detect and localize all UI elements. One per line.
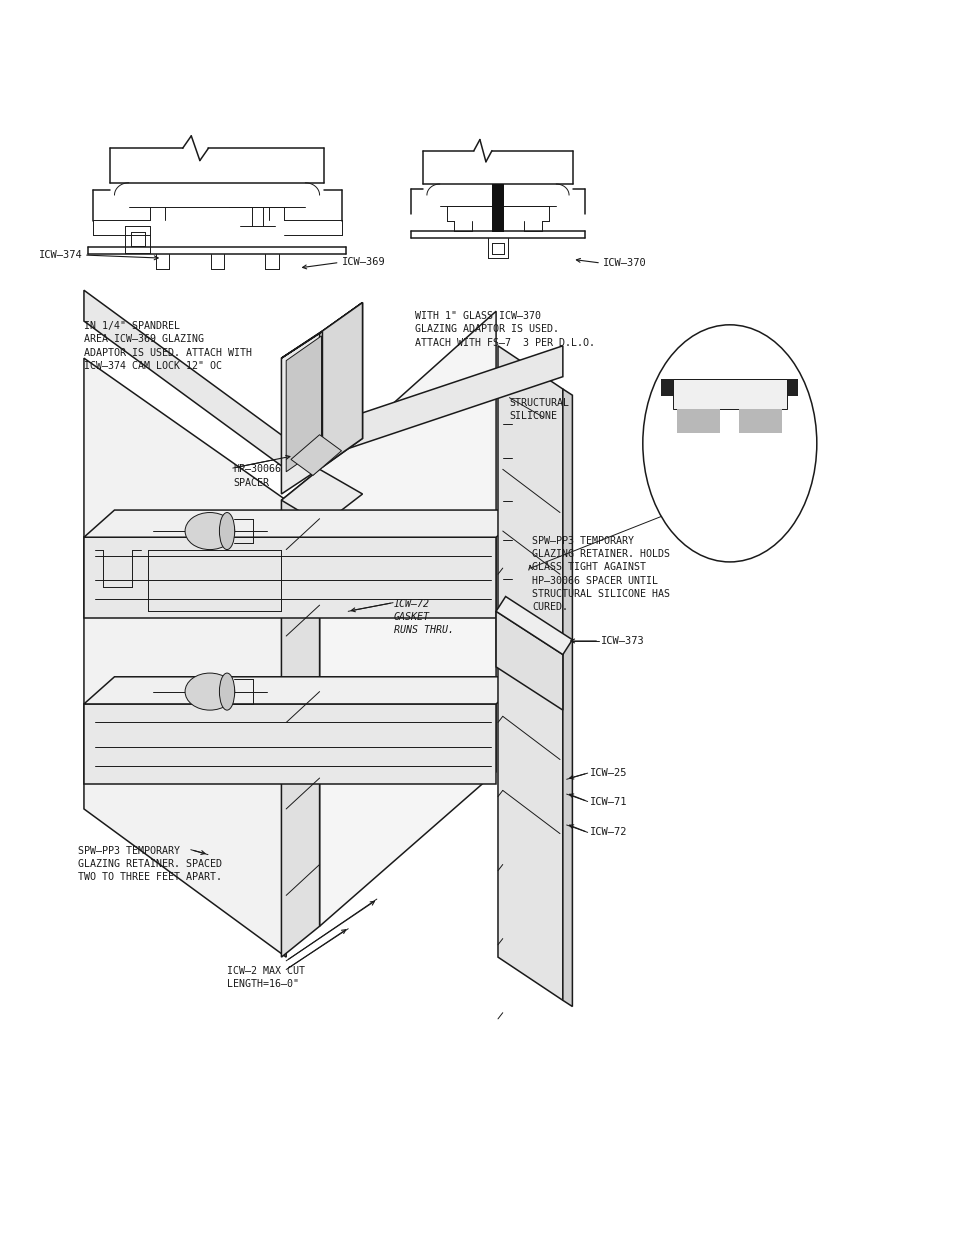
Polygon shape xyxy=(319,303,362,469)
Text: ICW–72
GASKET
RUNS THRU.: ICW–72 GASKET RUNS THRU. xyxy=(394,599,454,635)
Text: ICW–369: ICW–369 xyxy=(341,257,385,268)
Ellipse shape xyxy=(185,673,234,710)
Polygon shape xyxy=(84,704,496,784)
Polygon shape xyxy=(319,311,496,926)
Polygon shape xyxy=(739,409,781,433)
Ellipse shape xyxy=(219,673,234,710)
Text: ICW–370: ICW–370 xyxy=(602,258,646,268)
Bar xyxy=(492,184,504,226)
Ellipse shape xyxy=(185,513,234,550)
Polygon shape xyxy=(677,409,720,433)
Polygon shape xyxy=(497,346,562,1000)
Polygon shape xyxy=(84,358,286,957)
Polygon shape xyxy=(84,290,562,469)
Polygon shape xyxy=(562,389,572,1007)
Polygon shape xyxy=(84,537,496,618)
Text: ICW–2 MAX CUT
LENGTH=16–0": ICW–2 MAX CUT LENGTH=16–0" xyxy=(227,966,305,989)
Polygon shape xyxy=(496,597,572,655)
Polygon shape xyxy=(84,677,529,704)
Polygon shape xyxy=(84,510,529,537)
Text: ICW–25: ICW–25 xyxy=(589,768,626,778)
Text: HP–30066
SPACER: HP–30066 SPACER xyxy=(233,464,281,488)
Polygon shape xyxy=(322,303,362,467)
Text: ICW–373: ICW–373 xyxy=(600,636,644,646)
Polygon shape xyxy=(281,469,319,957)
Ellipse shape xyxy=(219,513,234,550)
Text: ICW–374: ICW–374 xyxy=(39,249,83,261)
Ellipse shape xyxy=(642,325,816,562)
Bar xyxy=(660,379,798,396)
Polygon shape xyxy=(496,611,562,710)
Polygon shape xyxy=(281,331,322,494)
Text: STRUCTURAL
SILICONE: STRUCTURAL SILICONE xyxy=(509,398,569,421)
Polygon shape xyxy=(291,435,341,475)
Text: SPW–PP3 TEMPORARY
GLAZING RETAINER. SPACED
TWO TO THREE FEET APART.: SPW–PP3 TEMPORARY GLAZING RETAINER. SPAC… xyxy=(78,846,222,882)
Text: IN 1/4" SPANDREL
AREA ICW–369 GLAZING
ADAPTOR IS USED. ATTACH WITH
ICW–374 CAM L: IN 1/4" SPANDREL AREA ICW–369 GLAZING AD… xyxy=(84,321,252,370)
Text: WITH 1" GLASS ICW–370
GLAZING ADAPTOR IS USED.
ATTACH WITH FS–7  3 PER D.L.O.: WITH 1" GLASS ICW–370 GLAZING ADAPTOR IS… xyxy=(415,311,595,347)
Text: SPW–PP3 TEMPORARY
GLAZING RETAINER. HOLDS
GLASS TIGHT AGAINST
HP–30066 SPACER UN: SPW–PP3 TEMPORARY GLAZING RETAINER. HOLD… xyxy=(532,536,670,613)
Polygon shape xyxy=(281,469,362,525)
Bar xyxy=(492,221,504,232)
Polygon shape xyxy=(286,336,321,472)
Text: ICW–72: ICW–72 xyxy=(589,827,626,837)
Text: ICW–71: ICW–71 xyxy=(589,797,626,806)
Polygon shape xyxy=(672,379,786,409)
Polygon shape xyxy=(281,303,362,358)
